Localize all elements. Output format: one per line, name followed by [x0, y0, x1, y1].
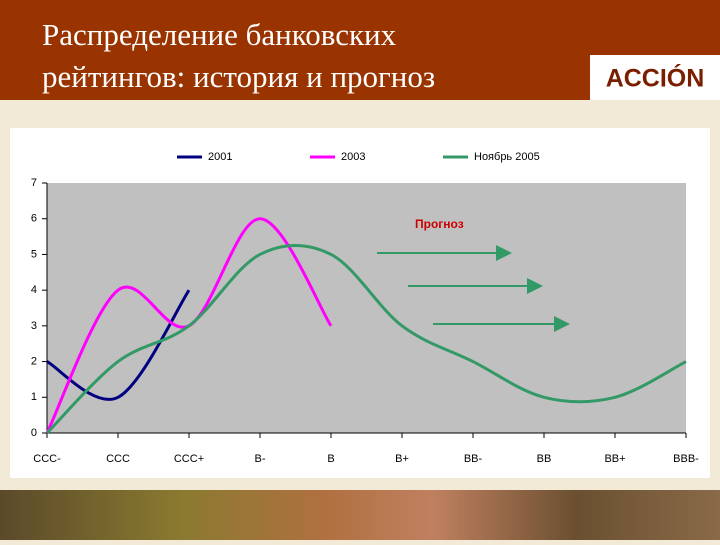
legend-label: Ноябрь 2005 — [474, 151, 540, 163]
series-line — [46, 289, 191, 401]
legend-label: 2001 — [208, 151, 232, 163]
y-tick-label: 5 — [31, 248, 37, 260]
x-tick-label: BB — [537, 453, 552, 465]
x-tick-label: BB- — [464, 453, 483, 465]
x-tick-label: B — [327, 453, 334, 465]
x-tick-label: CCC+ — [174, 453, 204, 465]
y-tick-label: 6 — [31, 213, 37, 225]
x-tick-label: B- — [255, 453, 266, 465]
logo: ACCIÓN — [606, 63, 705, 93]
x-tick-label: CCC- — [33, 453, 61, 465]
slide-title: Распределение банковских — [42, 17, 397, 52]
annotation: Прогноз — [415, 217, 464, 231]
x-tick-label: B+ — [395, 453, 409, 465]
series-line — [45, 244, 687, 435]
y-tick-label: 4 — [31, 284, 37, 296]
slide-title: рейтингов: история и прогноз — [42, 59, 435, 94]
y-tick-label: 1 — [31, 391, 37, 403]
y-tick-label: 7 — [31, 177, 37, 189]
food-image — [0, 490, 720, 540]
plot-area — [47, 183, 686, 433]
logo-box — [590, 55, 720, 100]
x-tick-label: CCC — [106, 453, 130, 465]
y-tick-label: 0 — [31, 427, 37, 439]
x-tick-label: BBB- — [673, 453, 699, 465]
y-tick-label: 3 — [31, 320, 37, 332]
x-tick-label: BB+ — [604, 453, 625, 465]
y-tick-label: 2 — [31, 355, 37, 367]
legend-label: 2003 — [341, 151, 365, 163]
